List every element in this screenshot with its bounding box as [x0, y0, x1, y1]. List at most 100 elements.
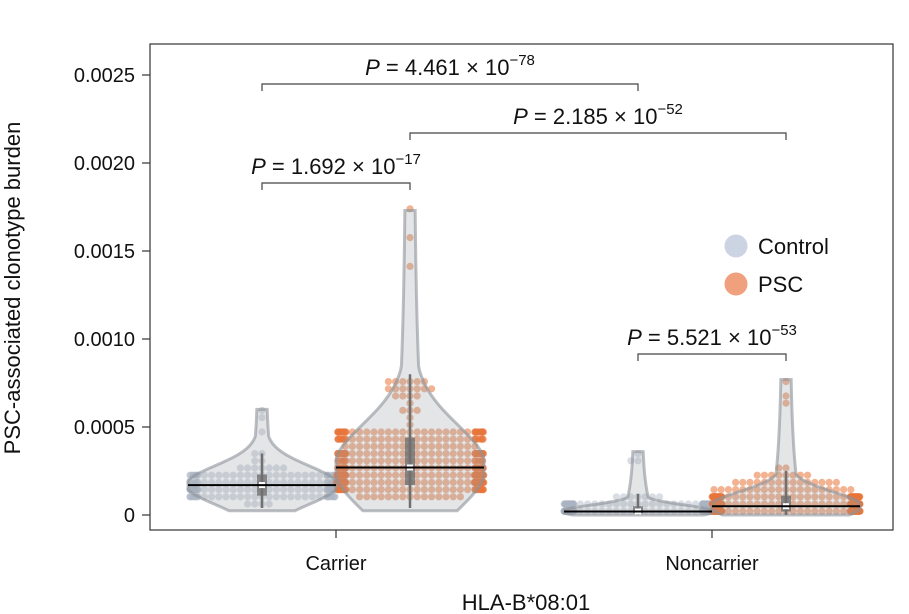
bracket [637, 353, 787, 361]
p-exponent: −17 [395, 151, 420, 168]
control-point [200, 471, 208, 479]
psc-point [413, 450, 421, 458]
psc-point [370, 471, 378, 479]
psc-point [392, 428, 400, 436]
psc-point [392, 478, 400, 486]
control-point [308, 493, 316, 501]
control-point [258, 428, 266, 436]
psc-point [339, 457, 347, 465]
control-point [562, 500, 570, 508]
control-point [301, 471, 309, 479]
psc-point [464, 450, 472, 458]
p-mantissa: = 4.461 × 10 [380, 55, 510, 80]
legend-marker [724, 272, 748, 296]
y-tick-label: 0.0010 [74, 329, 135, 351]
control-point [186, 493, 194, 501]
psc-point [420, 478, 428, 486]
psc-point [464, 457, 472, 465]
psc-point [356, 478, 364, 486]
psc-point [413, 406, 421, 414]
psc-point [399, 457, 407, 465]
psc-point [456, 493, 464, 501]
p-mantissa: = 1.692 × 10 [266, 154, 396, 179]
control-point [229, 471, 237, 479]
psc-point [392, 493, 400, 501]
control-point [251, 457, 259, 465]
psc-point [384, 378, 392, 386]
psc-point [753, 471, 761, 479]
control-point [562, 500, 570, 508]
psc-point [370, 435, 378, 443]
psc-point [442, 493, 450, 501]
psc-point [442, 478, 450, 486]
control-point [568, 500, 576, 508]
control-point [566, 500, 575, 508]
psc-violin [710, 377, 862, 517]
psc-point [449, 428, 457, 436]
bracket [409, 132, 787, 140]
psc-point [356, 442, 364, 450]
control-point [265, 471, 273, 479]
psc-point [420, 435, 428, 443]
psc-point [348, 471, 356, 479]
control-point [244, 464, 252, 472]
psc-point [334, 428, 342, 436]
psc-point [377, 457, 385, 465]
psc-point [399, 493, 407, 501]
p-symbol: P [513, 104, 528, 129]
psc-point [456, 457, 464, 465]
psc-point [442, 471, 450, 479]
x-tick-label: Carrier [305, 553, 366, 575]
control-point [569, 500, 577, 508]
control-point [287, 471, 295, 479]
psc-point [746, 493, 754, 501]
psc-point [710, 486, 718, 494]
control-point [251, 486, 259, 494]
psc-point [399, 378, 407, 386]
p-mantissa: = 2.185 × 10 [528, 104, 658, 129]
psc-point [811, 493, 819, 501]
psc-point [363, 450, 371, 458]
p-value-label: P = 5.521 × 10−53 [627, 322, 797, 350]
psc-point [782, 464, 790, 472]
control-point [566, 500, 574, 508]
psc-point [420, 428, 428, 436]
psc-point [413, 493, 421, 501]
psc-point [449, 493, 457, 501]
control-point [569, 500, 578, 508]
psc-point [384, 478, 392, 486]
psc-point [456, 478, 464, 486]
psc-point [384, 471, 392, 479]
control-point [265, 464, 273, 472]
psc-point [456, 471, 464, 479]
psc-point [363, 478, 371, 486]
psc-point [456, 435, 464, 443]
psc-point [753, 486, 761, 494]
legend-label: PSC [758, 272, 803, 297]
psc-point [428, 450, 436, 458]
control-point [215, 493, 223, 501]
control-point [703, 500, 711, 508]
psc-point [732, 478, 740, 486]
psc-point [413, 378, 421, 386]
psc-point [392, 486, 400, 494]
y-tick-label: 0 [124, 505, 135, 527]
psc-point [804, 493, 812, 501]
control-point [192, 486, 200, 494]
control-point [308, 471, 316, 479]
control-point [301, 493, 309, 501]
psc-point [449, 478, 457, 486]
psc-point [789, 507, 797, 515]
control-point [265, 493, 273, 501]
p-exponent: −78 [509, 52, 534, 69]
control-point [567, 500, 576, 508]
psc-point [746, 507, 754, 515]
control-point [186, 493, 194, 501]
psc-point [377, 428, 385, 436]
control-point [620, 500, 628, 508]
control-point [701, 500, 709, 508]
psc-point [384, 450, 392, 458]
psc-point [384, 493, 392, 501]
psc-point [804, 507, 812, 515]
